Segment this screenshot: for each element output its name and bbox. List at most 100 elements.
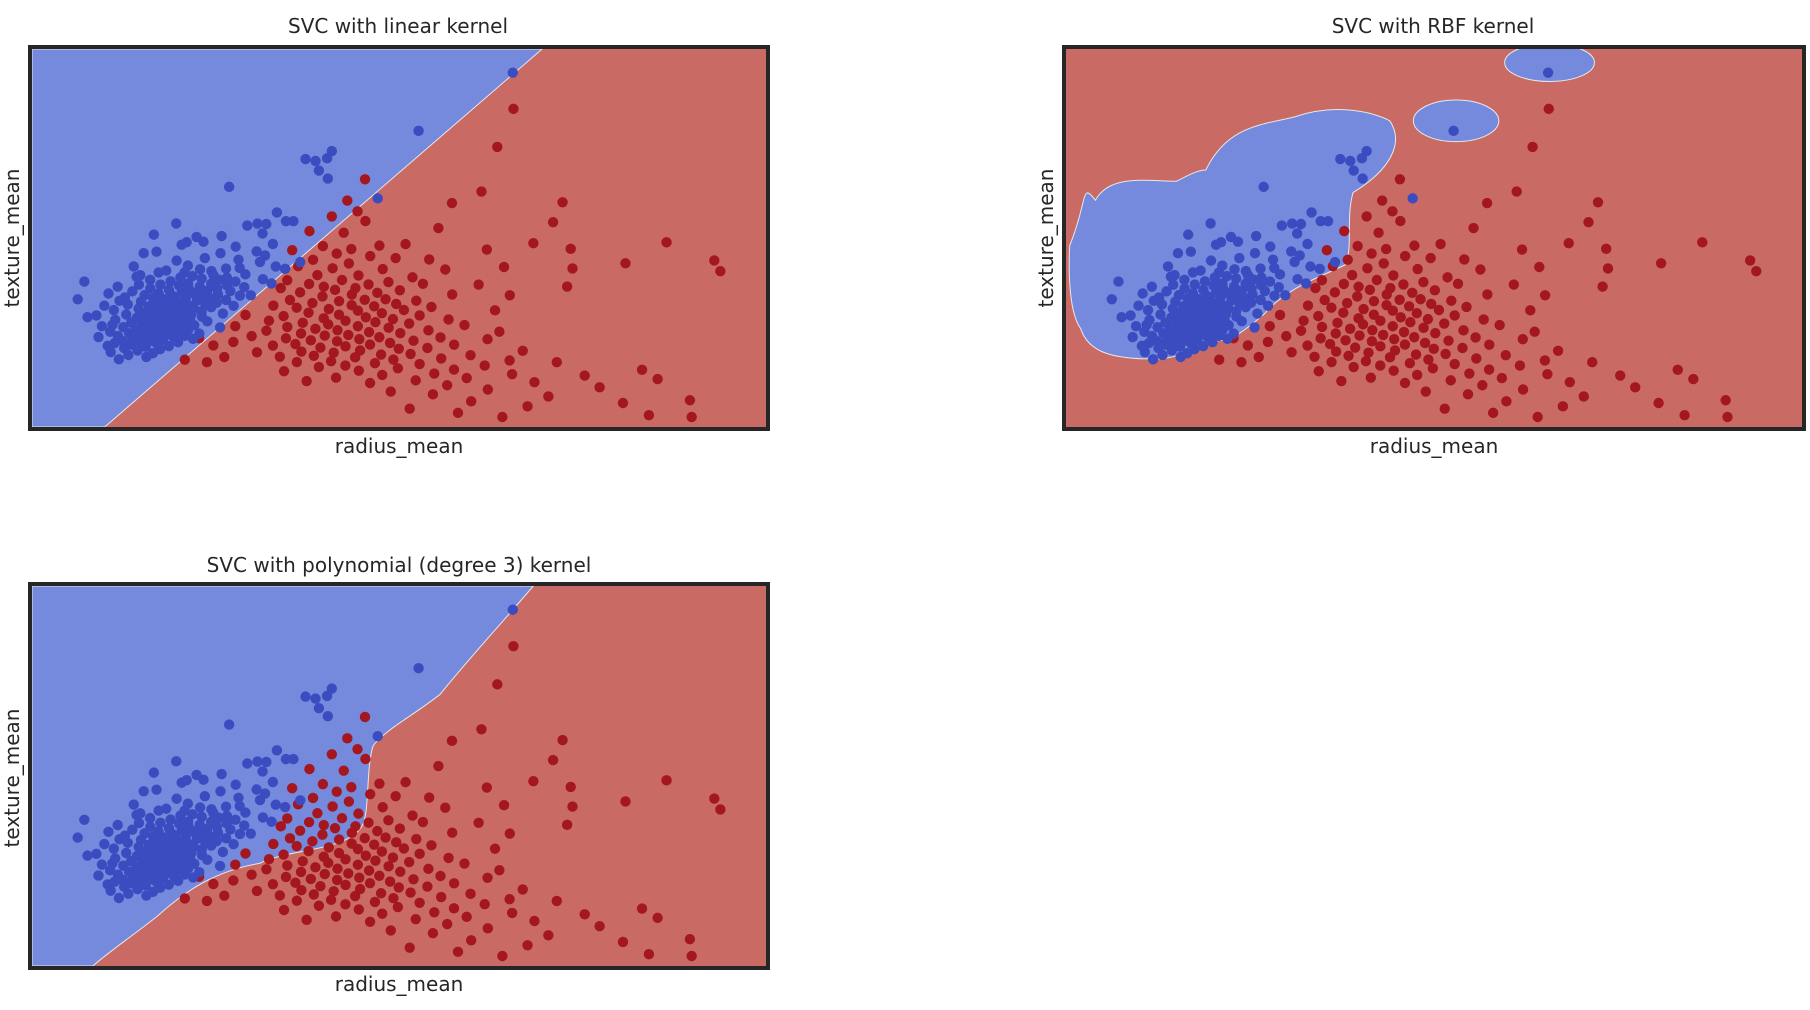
benign-point <box>1116 311 1127 323</box>
plot-area <box>28 45 770 431</box>
benign-point <box>1155 309 1166 320</box>
malignant-point <box>390 790 401 802</box>
benign-point <box>270 261 281 272</box>
malignant-point <box>1600 243 1612 255</box>
malignant-point <box>404 942 415 953</box>
benign-point <box>214 860 226 872</box>
malignant-point <box>1387 321 1398 332</box>
malignant-point <box>295 866 307 878</box>
malignant-point <box>1481 197 1493 209</box>
malignant-point <box>543 391 554 402</box>
benign-point <box>1247 289 1258 300</box>
benign-point <box>163 340 175 352</box>
benign-point <box>240 807 251 818</box>
benign-point <box>194 802 206 813</box>
malignant-point <box>404 318 415 329</box>
benign-point <box>1175 351 1186 363</box>
malignant-point <box>465 349 476 361</box>
benign-point <box>163 879 175 890</box>
malignant-point <box>1409 240 1420 251</box>
benign-point <box>1230 273 1242 284</box>
malignant-point <box>652 373 663 385</box>
malignant-point <box>465 935 477 946</box>
malignant-point <box>1375 315 1386 327</box>
benign-point <box>1207 337 1218 348</box>
malignant-point <box>684 395 696 406</box>
plot-inner <box>1066 45 1802 427</box>
benign-point <box>1335 153 1346 165</box>
malignant-point <box>332 324 343 336</box>
malignant-point <box>1751 266 1762 277</box>
malignant-point <box>1388 270 1399 281</box>
malignant-point <box>282 275 293 286</box>
malignant-point <box>1343 350 1354 361</box>
malignant-point <box>307 297 318 309</box>
malignant-point <box>1264 320 1276 332</box>
benign-point <box>206 302 217 313</box>
malignant-point <box>414 897 425 908</box>
benign-point <box>280 215 292 227</box>
benign-point <box>1292 273 1303 285</box>
malignant-point <box>263 315 275 326</box>
malignant-point <box>504 355 515 366</box>
benign-point <box>228 300 239 311</box>
malignant-point <box>394 285 406 296</box>
benign-point <box>1209 272 1221 283</box>
malignant-point <box>219 351 230 363</box>
benign-point <box>155 817 166 828</box>
malignant-point <box>1310 282 1321 294</box>
malignant-point <box>1340 335 1351 346</box>
malignant-point <box>1602 263 1614 274</box>
benign-point <box>1250 230 1262 242</box>
malignant-point <box>1348 361 1359 373</box>
benign-point <box>131 809 142 821</box>
malignant-point <box>376 846 388 857</box>
benign-point <box>1305 261 1316 272</box>
malignant-point <box>261 325 272 336</box>
malignant-point <box>363 817 374 828</box>
malignant-point <box>1339 225 1350 237</box>
malignant-point <box>303 307 314 318</box>
malignant-point <box>330 911 342 922</box>
malignant-point <box>529 915 540 927</box>
malignant-point <box>636 364 648 376</box>
malignant-point <box>219 890 230 901</box>
benign-point <box>257 812 269 823</box>
benign-point <box>271 207 283 218</box>
malignant-point <box>482 872 493 883</box>
benign-point <box>1142 304 1154 316</box>
malignant-point <box>323 857 334 869</box>
benign-point <box>1291 228 1303 239</box>
malignant-point <box>441 380 453 391</box>
benign-point <box>220 833 232 844</box>
plot-inner <box>31 585 766 967</box>
benign-point <box>1329 256 1341 268</box>
malignant-point <box>383 861 394 872</box>
benign-point <box>96 859 108 870</box>
malignant-point <box>1368 309 1380 320</box>
benign-point <box>172 875 184 886</box>
malignant-point <box>551 357 562 368</box>
benign-point <box>1240 302 1251 313</box>
malignant-point <box>1387 206 1398 217</box>
malignant-point <box>643 949 655 960</box>
malignant-point <box>404 856 415 868</box>
malignant-point <box>374 778 385 789</box>
malignant-point <box>1744 255 1756 266</box>
benign-point <box>233 254 244 265</box>
malignant-point <box>1452 278 1464 289</box>
malignant-point <box>1563 237 1574 249</box>
malignant-point <box>1403 301 1415 312</box>
benign-point <box>194 281 205 292</box>
benign-point <box>507 67 519 78</box>
malignant-point <box>375 349 387 360</box>
benign-point <box>1294 250 1305 261</box>
malignant-point <box>459 319 470 331</box>
malignant-point <box>376 307 388 319</box>
malignant-point <box>1459 254 1470 265</box>
malignant-point <box>1316 321 1328 333</box>
malignant-point <box>1321 244 1333 256</box>
malignant-point <box>547 216 559 228</box>
malignant-point <box>567 801 578 812</box>
benign-point <box>112 819 123 831</box>
